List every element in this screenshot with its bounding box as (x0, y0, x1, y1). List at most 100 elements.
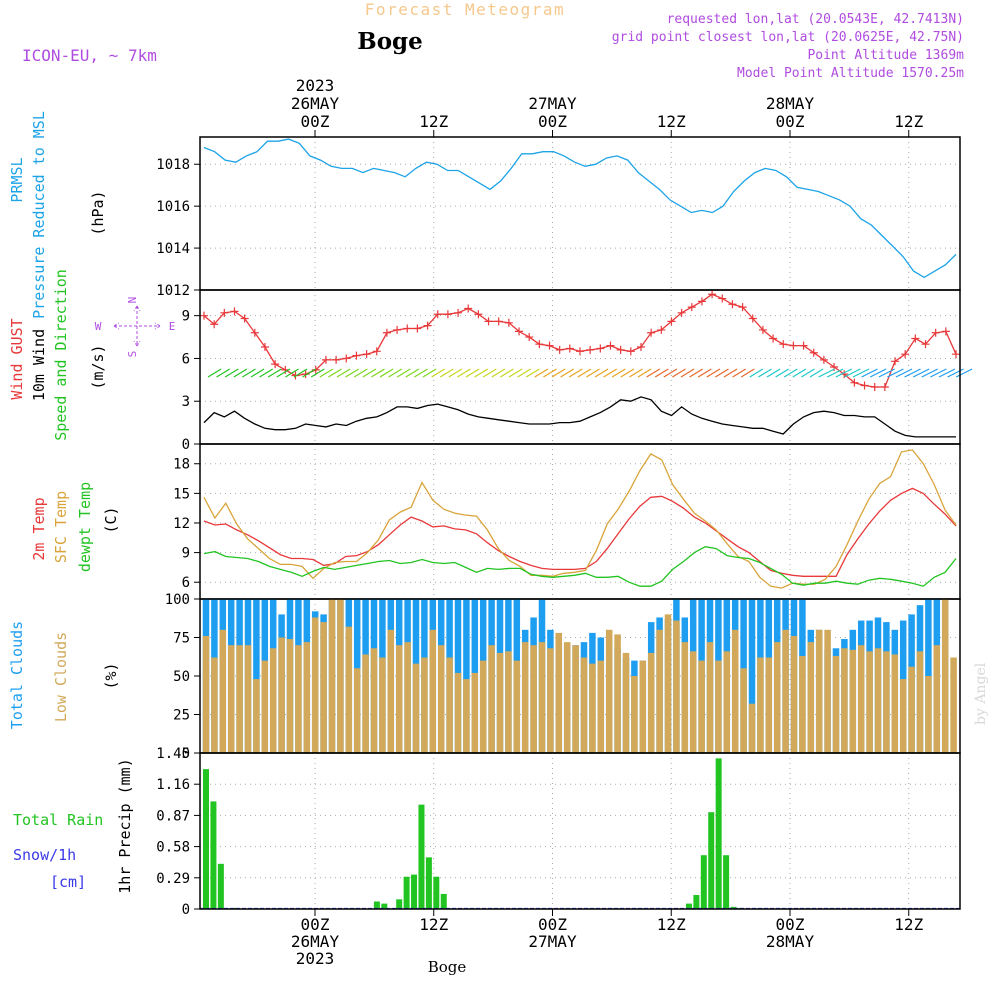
gust-marker (789, 341, 798, 350)
y-tick-label: 18 (173, 457, 190, 473)
location-title: Boge (357, 28, 423, 55)
low-cloud-bar (782, 629, 789, 753)
low-cloud-bar (916, 651, 924, 753)
top-tick-label: 12Z (894, 112, 923, 131)
low-cloud-bar (379, 657, 386, 753)
wind-arrow (603, 368, 618, 378)
sfc-temp-label: SFC Temp (52, 491, 70, 563)
gust-marker (606, 341, 615, 350)
wind-arrow (379, 368, 394, 378)
low-cloud-bar (866, 651, 873, 753)
low-cloud-bar (631, 676, 638, 753)
wind-arrow (285, 368, 299, 378)
top-tick-label: 2023 (296, 76, 335, 95)
rain-bar (723, 855, 730, 909)
wind-arrow (353, 368, 368, 378)
low-cloud-bar (790, 635, 798, 753)
low-cloud-bar (530, 645, 537, 753)
wind-arrow (328, 368, 342, 378)
wind-arrow (543, 368, 557, 378)
gust-marker (555, 345, 564, 354)
wind-arrow (809, 368, 824, 378)
low-cloud-bar (757, 657, 764, 753)
wind-arrow (345, 368, 360, 378)
wind-arrow (938, 368, 956, 378)
gust-marker (911, 334, 920, 343)
gust-marker (687, 303, 696, 312)
top-tick-label: 00Z (301, 112, 330, 131)
low-cloud-bar (337, 599, 344, 753)
gust-marker (870, 382, 879, 391)
low-cloud-bar (227, 645, 235, 753)
low-cloud-bar (471, 672, 479, 753)
gust-marker (352, 351, 361, 360)
gust-marker (403, 324, 412, 333)
panel-clouds: 0 25 50 75 100 (165, 592, 961, 762)
low-cloud-bar (362, 654, 369, 753)
low-cloud-bar (202, 635, 210, 753)
low-cloud-bar (253, 679, 260, 753)
low-cloud-bar (505, 651, 512, 753)
gust-marker (799, 341, 808, 350)
wind-arrow (293, 368, 308, 378)
top-tick-label: 12Z (419, 112, 448, 131)
rain-bar (685, 903, 692, 909)
wind-arrow (758, 368, 772, 378)
wind-arrow (500, 368, 514, 378)
wind-arrow (482, 368, 497, 378)
panel-border (199, 443, 961, 600)
low-cloud-bar (857, 645, 865, 753)
model-label: ICON-EU, ~ 7km (22, 46, 157, 65)
gust-marker (850, 378, 859, 387)
low-cloud-bar (320, 622, 327, 753)
compass-west: W (95, 320, 102, 333)
wind-arrow (852, 368, 870, 378)
low-cloud-bar (244, 645, 252, 753)
low-cloud-bar (614, 634, 621, 753)
low-cloud-bar (580, 657, 588, 753)
gust-marker (545, 341, 554, 350)
low-cloud-bar (824, 629, 831, 753)
low-cloud-bar (933, 645, 941, 753)
gust-marker (626, 347, 635, 356)
low-cloud-bar (219, 629, 227, 753)
gust-marker (636, 343, 645, 352)
compass-rose: N S W E (95, 297, 176, 358)
wind-arrow (457, 368, 471, 378)
wind-arrow (620, 368, 635, 378)
gust-marker (596, 344, 605, 353)
precip-axis-label: 1hr Precip (mm) (116, 758, 134, 893)
y-tick-label: 1014 (156, 241, 190, 257)
low-cloud-bar (437, 645, 445, 753)
wind-arrow (861, 368, 878, 378)
y-tick-label: 50 (173, 669, 190, 685)
low-cloud-bar (941, 599, 949, 753)
gust-marker (494, 317, 503, 326)
low-cloud-bar (765, 657, 773, 753)
low-cloud-bar (328, 599, 336, 753)
gust-marker (200, 311, 208, 320)
low-cloud-bar (647, 652, 655, 753)
wind-arrow (371, 368, 385, 378)
wind-arrow (740, 368, 755, 378)
wind-arrow (319, 368, 334, 378)
low-cloud-bar (269, 648, 277, 753)
low-cloud-bar (303, 642, 311, 753)
snow-unit: [cm] (50, 873, 86, 891)
rain-label: Total Rain (13, 811, 103, 829)
top-tick-label: 00Z (538, 112, 567, 131)
gust-marker (941, 327, 950, 336)
meteogram-panels: 1012101410161018036969121518025507510000… (156, 136, 973, 918)
panel-side-labels: PRMSL Pressure Reduced to MSL (hPa) Wind GU… (8, 111, 175, 894)
wind-arrow (508, 368, 523, 378)
wind-arrow (706, 368, 721, 378)
wind-arrow (792, 368, 807, 378)
y-tick-label: 3 (182, 394, 190, 410)
low-cloud-bar (748, 703, 756, 753)
gust-marker (413, 324, 422, 333)
low-cloud-bar (740, 668, 747, 753)
low-cloud-bar (731, 629, 739, 753)
clouds-unit: (%) (102, 662, 120, 689)
